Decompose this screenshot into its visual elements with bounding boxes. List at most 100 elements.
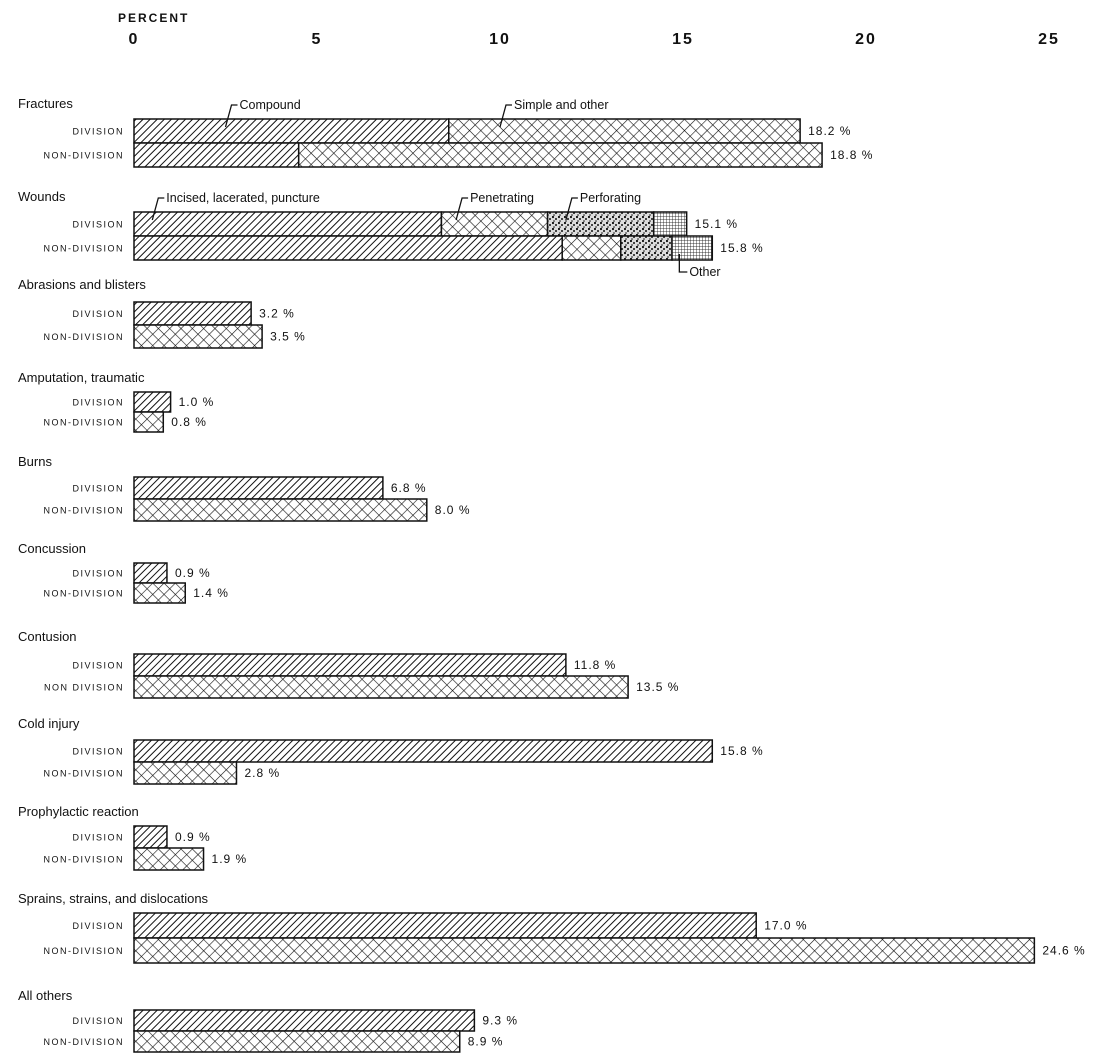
value-label: 0.9 % xyxy=(175,830,211,844)
segment-annotation: Perforating xyxy=(580,191,641,205)
non-division-bar xyxy=(133,1030,461,1053)
value-label: 2.8 % xyxy=(244,766,280,780)
value-label: 18.2 % xyxy=(808,124,851,138)
value-label: 1.4 % xyxy=(193,586,229,600)
leader-line xyxy=(499,104,512,128)
value-label: 13.5 % xyxy=(636,680,679,694)
non-division-label: NON-DIVISION xyxy=(43,506,124,516)
leader-line xyxy=(678,254,688,273)
division-bar xyxy=(133,562,168,584)
division-bar xyxy=(133,301,252,326)
division-label: DIVISION xyxy=(72,398,124,408)
non-division-bar xyxy=(133,582,186,604)
value-label: 11.8 % xyxy=(574,658,616,672)
x-tick-label: 10 xyxy=(489,31,511,48)
non-division-label: NON-DIVISION xyxy=(43,332,124,342)
category-label: Contusion xyxy=(18,629,77,644)
x-tick-label: 5 xyxy=(312,31,323,48)
category-group: Concussion DIVISION 0.9 % NON-DIVISION 1.4 % xyxy=(18,541,229,604)
division-bar xyxy=(133,476,384,500)
value-label: 3.2 % xyxy=(259,307,295,321)
bar-segment-other xyxy=(671,235,714,261)
non-division-label: NON-DIVISION xyxy=(43,946,124,956)
value-label: 15.1 % xyxy=(695,217,738,231)
division-label: DIVISION xyxy=(72,127,124,137)
category-group: Wounds DIVISION 15.1 % NON-DIVISION 15.8 % In… xyxy=(18,189,763,279)
non-division-bar xyxy=(133,761,238,785)
bar-segment-incised-lacerated-puncture xyxy=(133,211,443,237)
value-label: 24.6 % xyxy=(1042,944,1085,958)
division-bar xyxy=(133,653,567,677)
value-label: 18.8 % xyxy=(830,148,873,162)
category-group: Abrasions and blisters DIVISION 3.2 % NON-D… xyxy=(18,277,306,349)
segment-annotation: Other xyxy=(689,265,720,279)
non-division-label: NON DIVISION xyxy=(44,683,124,693)
category-label: Amputation, traumatic xyxy=(18,370,145,385)
category-label: All others xyxy=(18,988,73,1003)
value-label: 15.8 % xyxy=(720,241,763,255)
bar-segment-compound xyxy=(133,118,450,144)
non-division-label: NON-DIVISION xyxy=(43,1037,124,1047)
segment-annotation: Simple and other xyxy=(514,98,609,112)
segment-annotation: Incised, lacerated, puncture xyxy=(166,191,320,205)
non-division-bar xyxy=(133,675,629,699)
division-label: DIVISION xyxy=(72,661,124,671)
non-division-label: NON-DIVISION xyxy=(43,855,124,865)
division-bar xyxy=(133,739,714,763)
category-group: Sprains, strains, and dislocations DIVISI… xyxy=(18,891,1085,964)
leader-line xyxy=(455,197,469,221)
leader-line xyxy=(151,197,165,221)
value-label: 3.5 % xyxy=(270,330,306,344)
division-label: DIVISION xyxy=(72,1016,124,1026)
division-bar xyxy=(133,912,757,939)
non-division-label: NON-DIVISION xyxy=(43,589,124,599)
category-label: Abrasions and blisters xyxy=(18,277,146,292)
division-label: DIVISION xyxy=(72,833,124,843)
category-group: All others DIVISION 9.3 % NON-DIVISION 8.9 % xyxy=(18,988,517,1053)
segment-annotation: Compound xyxy=(240,98,301,112)
division-bar xyxy=(133,825,168,849)
value-label: 1.0 % xyxy=(179,395,215,409)
bar-segment-penetrating xyxy=(561,235,622,261)
category-label: Sprains, strains, and dislocations xyxy=(18,891,209,906)
bar-segment-perforating xyxy=(546,211,655,237)
segment-annotation: Penetrating xyxy=(470,191,534,205)
category-group: Burns DIVISION 6.8 % NON-DIVISION 8.0 % xyxy=(18,454,471,522)
value-label: 1.9 % xyxy=(212,852,248,866)
value-label: 0.8 % xyxy=(171,415,207,429)
bar-segment-compound xyxy=(133,142,300,168)
bar-segment-simple-and-other xyxy=(297,142,823,168)
value-label: 0.9 % xyxy=(175,566,211,580)
x-tick-label: 0 xyxy=(129,31,140,48)
value-label: 15.8 % xyxy=(720,744,763,758)
division-bar xyxy=(133,1009,476,1032)
non-division-bar xyxy=(133,411,165,433)
category-group: Contusion DIVISION 11.8 % NON DIVISION 13.5 … xyxy=(18,629,679,699)
division-bar xyxy=(133,391,172,413)
x-tick-label: 25 xyxy=(1038,31,1060,48)
category-label: Cold injury xyxy=(18,716,80,731)
category-label: Fractures xyxy=(18,96,73,111)
bar-segment-incised-lacerated-puncture xyxy=(133,235,563,261)
category-group: Cold injury DIVISION 15.8 % NON-DIVISION 2.8… xyxy=(18,716,763,785)
non-division-bar xyxy=(133,937,1036,964)
leader-line xyxy=(565,197,578,221)
category-group: Amputation, traumatic DIVISION 1.0 % NON-DI… xyxy=(18,370,215,433)
category-label: Prophylactic reaction xyxy=(18,804,139,819)
non-division-bar xyxy=(133,498,428,522)
non-division-label: NON-DIVISION xyxy=(43,418,124,428)
value-label: 8.0 % xyxy=(435,503,471,517)
division-label: DIVISION xyxy=(72,569,124,579)
x-tick-label: 15 xyxy=(672,31,694,48)
division-label: DIVISION xyxy=(72,484,124,494)
division-label: DIVISION xyxy=(72,220,124,230)
leader-line xyxy=(224,104,238,128)
axis-title: PERCENT xyxy=(118,11,189,25)
category-label: Concussion xyxy=(18,541,86,556)
bar-segment-other xyxy=(652,211,688,237)
non-division-bar xyxy=(133,324,263,349)
category-label: Wounds xyxy=(18,189,66,204)
category-group: Prophylactic reaction DIVISION 0.9 % NON-DI… xyxy=(18,804,248,871)
x-tick-label: 20 xyxy=(855,31,877,48)
